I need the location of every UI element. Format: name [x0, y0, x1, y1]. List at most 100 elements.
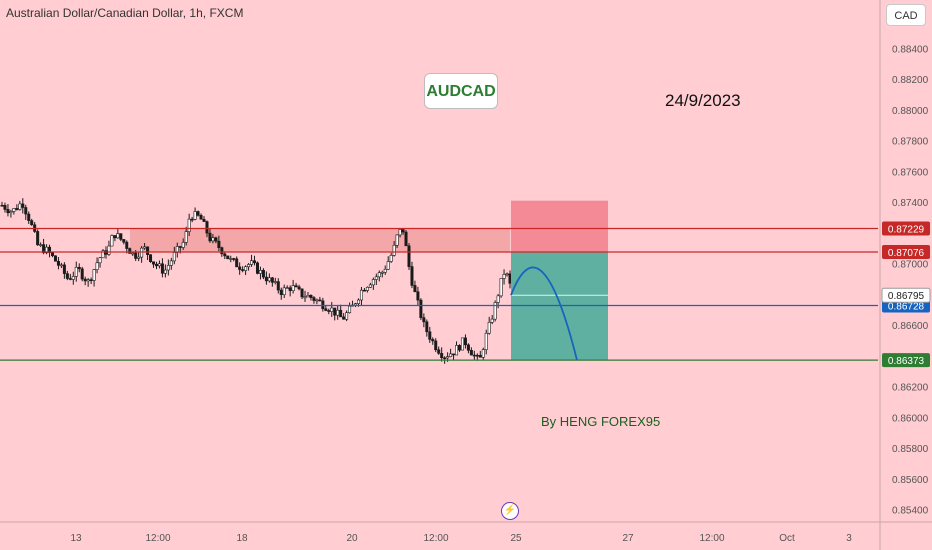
x-tick-label: 12:00: [145, 533, 170, 544]
price-tag-label: 0.86373: [888, 356, 925, 367]
candle-body: [398, 229, 402, 236]
candle-body: [395, 234, 399, 246]
x-tick-label: 18: [236, 533, 248, 544]
candle-body: [472, 354, 476, 357]
candle-body: [478, 354, 482, 358]
y-tick-label: 0.88200: [892, 75, 929, 86]
candle-body: [15, 208, 19, 210]
currency-selector[interactable]: CAD: [886, 4, 926, 26]
candle-body: [449, 353, 453, 357]
candle-body: [428, 331, 432, 340]
candle-body: [247, 264, 251, 268]
candle-body: [452, 353, 456, 356]
candle-body: [499, 278, 503, 297]
candle-body: [92, 269, 96, 281]
candle-body: [285, 287, 289, 290]
candle-body: [101, 250, 105, 259]
candle-body: [163, 269, 167, 274]
candle-body: [205, 221, 209, 234]
candle-body: [460, 337, 464, 351]
candle-body: [255, 262, 259, 274]
candle-body: [431, 339, 435, 342]
y-tick-label: 0.85600: [892, 475, 929, 486]
candle-body: [273, 281, 277, 283]
candle-body: [279, 289, 283, 296]
candle-body: [128, 248, 132, 254]
candle-body: [232, 258, 236, 260]
candle-body: [407, 245, 411, 267]
candle-body: [297, 286, 301, 290]
candle-body: [56, 260, 60, 266]
candle-body: [68, 278, 72, 280]
lightning-icon[interactable]: ⚡: [501, 502, 519, 520]
y-tick-label: 0.87800: [892, 137, 929, 148]
price-tag-label: 0.86728: [888, 302, 925, 313]
candle-body: [152, 261, 156, 265]
candle-body: [312, 297, 316, 301]
candle-body: [404, 231, 408, 247]
y-tick-label: 0.87600: [892, 167, 929, 178]
candle-body: [333, 307, 337, 316]
candle-body: [359, 289, 363, 301]
candle-body: [291, 285, 295, 292]
candle-body: [440, 353, 444, 359]
candle-body: [134, 252, 138, 259]
candle-body: [125, 241, 129, 249]
candle-body: [348, 305, 352, 314]
candle-body: [77, 266, 81, 270]
candle-body: [309, 294, 313, 298]
candle-body: [493, 302, 497, 320]
candle-body: [208, 232, 212, 242]
candle-body: [401, 229, 405, 233]
candle-body: [475, 354, 479, 357]
candle-body: [21, 203, 25, 208]
candle-body: [3, 205, 7, 210]
candle-body: [490, 318, 494, 323]
candle-body: [0, 204, 4, 207]
candle-body: [166, 265, 170, 271]
candle-body: [74, 266, 78, 277]
candle-body: [327, 310, 331, 312]
candle-body: [211, 237, 215, 242]
candle-body: [380, 271, 384, 274]
candle-body: [48, 246, 52, 253]
candle-body: [339, 309, 343, 318]
y-tick-label: 0.86000: [892, 413, 929, 424]
candle-body: [345, 312, 349, 320]
candle-body: [241, 269, 245, 271]
y-tick-label: 0.85400: [892, 506, 929, 517]
candle-body: [181, 242, 185, 248]
candle-body: [487, 322, 491, 334]
x-tick-label: 13: [70, 533, 82, 544]
x-tick-label: 12:00: [423, 533, 448, 544]
candle-body: [51, 252, 55, 257]
y-tick-label: 0.88000: [892, 106, 929, 117]
symbol-label: AUDCAD: [424, 73, 498, 109]
candle-body: [318, 299, 322, 302]
candle-body: [229, 258, 233, 260]
candle-body: [267, 277, 271, 282]
candle-body: [217, 240, 221, 248]
candle-body: [116, 233, 120, 239]
price-tag: [882, 353, 930, 368]
candle-body: [119, 233, 123, 240]
candle-body: [18, 203, 22, 210]
candle-body: [469, 350, 473, 356]
candle-body: [288, 287, 292, 292]
candle-body: [36, 231, 40, 246]
candle-body: [258, 269, 262, 274]
candle-body: [446, 356, 450, 359]
y-tick-label: 0.87400: [892, 198, 929, 209]
candle-body: [154, 263, 158, 267]
candle-body: [324, 308, 328, 311]
price-tag-label: 0.87229: [888, 224, 925, 235]
candle-body: [178, 246, 182, 248]
candle-body: [413, 285, 417, 293]
candle-body: [383, 268, 387, 273]
x-tick-label: 3: [846, 533, 852, 544]
x-tick-label: 12:00: [699, 533, 724, 544]
candle-body: [110, 235, 114, 247]
candle-body: [374, 276, 378, 280]
candle-body: [113, 235, 117, 239]
